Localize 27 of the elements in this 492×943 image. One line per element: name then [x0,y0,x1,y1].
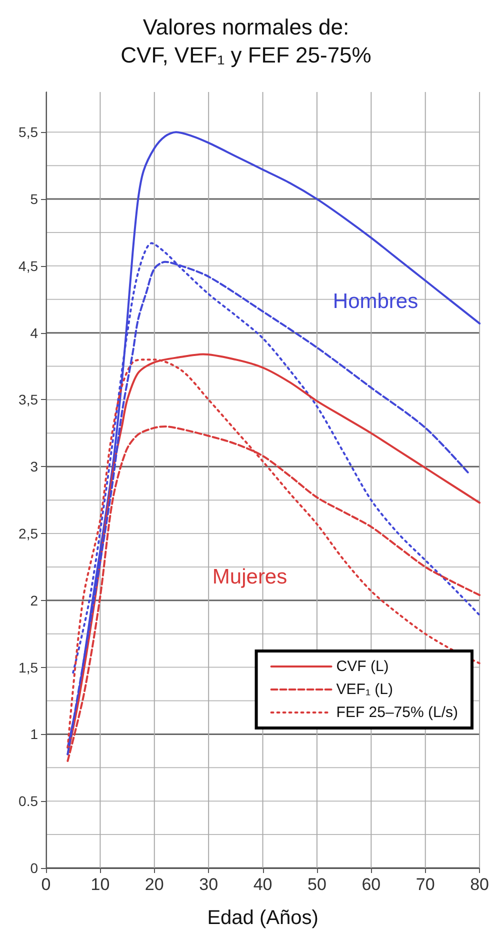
x-tick-label: 50 [308,875,326,894]
x-tick-label: 30 [199,875,218,894]
x-tick-label: 40 [253,875,272,894]
annotation: Hombres [332,290,418,314]
y-tick-label: 3 [30,458,38,475]
legend-label: CVF (L) [336,658,389,675]
annotation: Mujeres [212,566,288,588]
y-tick-label: 4,5 [18,258,38,274]
y-tick-label: 0.5 [18,793,38,810]
y-tick-label: 0 [30,860,38,876]
x-axis-title: Edad (Años) [207,907,318,929]
y-tick-label: 2 [30,592,38,608]
y-tick-label: 4 [30,324,38,341]
y-tick-label: 1,5 [18,659,38,676]
y-tick-label: 2,5 [18,526,38,542]
y-tick-label: 5,5 [18,124,38,140]
x-tick-label: 10 [90,875,110,894]
x-tick-label: 60 [362,875,381,894]
x-tick-label: 80 [470,875,490,894]
legend-label: FEF 25–75% (L/s) [336,704,458,721]
y-tick-label: 5 [30,191,38,208]
chart-title: Valores normales de: CVF, VEF₁ y FEF 25-75% [120,14,372,68]
legend-label: VEF₁ (L) [336,681,394,698]
y-tick-label: 3,5 [18,392,38,408]
x-tick-label: 70 [416,875,435,894]
y-tick-label: 1 [30,726,38,742]
x-tick-label: 20 [144,875,164,894]
